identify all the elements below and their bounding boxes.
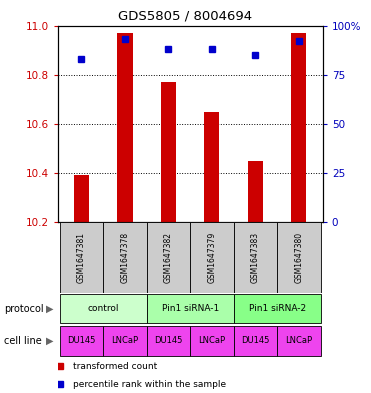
Text: protocol: protocol <box>4 303 43 314</box>
Text: control: control <box>88 304 119 313</box>
Bar <box>60 326 103 356</box>
Text: DU145: DU145 <box>241 336 270 345</box>
Text: GSM1647380: GSM1647380 <box>294 232 303 283</box>
Bar <box>103 326 147 356</box>
Bar <box>161 82 176 222</box>
Bar <box>277 326 321 356</box>
Bar <box>190 222 234 293</box>
Text: Pin1 siRNA-2: Pin1 siRNA-2 <box>249 304 306 313</box>
Text: transformed count: transformed count <box>73 362 158 371</box>
Bar <box>204 112 220 222</box>
Text: LNCaP: LNCaP <box>198 336 226 345</box>
Text: LNCaP: LNCaP <box>111 336 138 345</box>
Bar <box>248 161 263 222</box>
Text: DU145: DU145 <box>67 336 96 345</box>
Bar <box>147 294 234 323</box>
Bar <box>60 222 103 293</box>
Text: GDS5805 / 8004694: GDS5805 / 8004694 <box>118 10 253 23</box>
Bar <box>117 33 132 222</box>
Bar <box>147 326 190 356</box>
Text: DU145: DU145 <box>154 336 183 345</box>
Text: GSM1647381: GSM1647381 <box>77 232 86 283</box>
Text: percentile rank within the sample: percentile rank within the sample <box>73 380 227 389</box>
Text: ▶: ▶ <box>46 336 54 346</box>
Text: GSM1647383: GSM1647383 <box>251 232 260 283</box>
Text: GSM1647379: GSM1647379 <box>207 232 216 283</box>
Text: cell line: cell line <box>4 336 42 346</box>
Bar <box>147 222 190 293</box>
Bar <box>277 222 321 293</box>
Text: GSM1647378: GSM1647378 <box>121 232 129 283</box>
Text: LNCaP: LNCaP <box>285 336 312 345</box>
Bar <box>234 326 277 356</box>
Text: ▶: ▶ <box>46 303 54 314</box>
Bar <box>234 222 277 293</box>
Bar <box>60 294 147 323</box>
Bar <box>103 222 147 293</box>
Text: GSM1647382: GSM1647382 <box>164 232 173 283</box>
Bar <box>190 326 234 356</box>
Bar <box>234 294 321 323</box>
Text: Pin1 siRNA-1: Pin1 siRNA-1 <box>161 304 219 313</box>
Bar <box>74 175 89 222</box>
Bar <box>291 33 306 222</box>
